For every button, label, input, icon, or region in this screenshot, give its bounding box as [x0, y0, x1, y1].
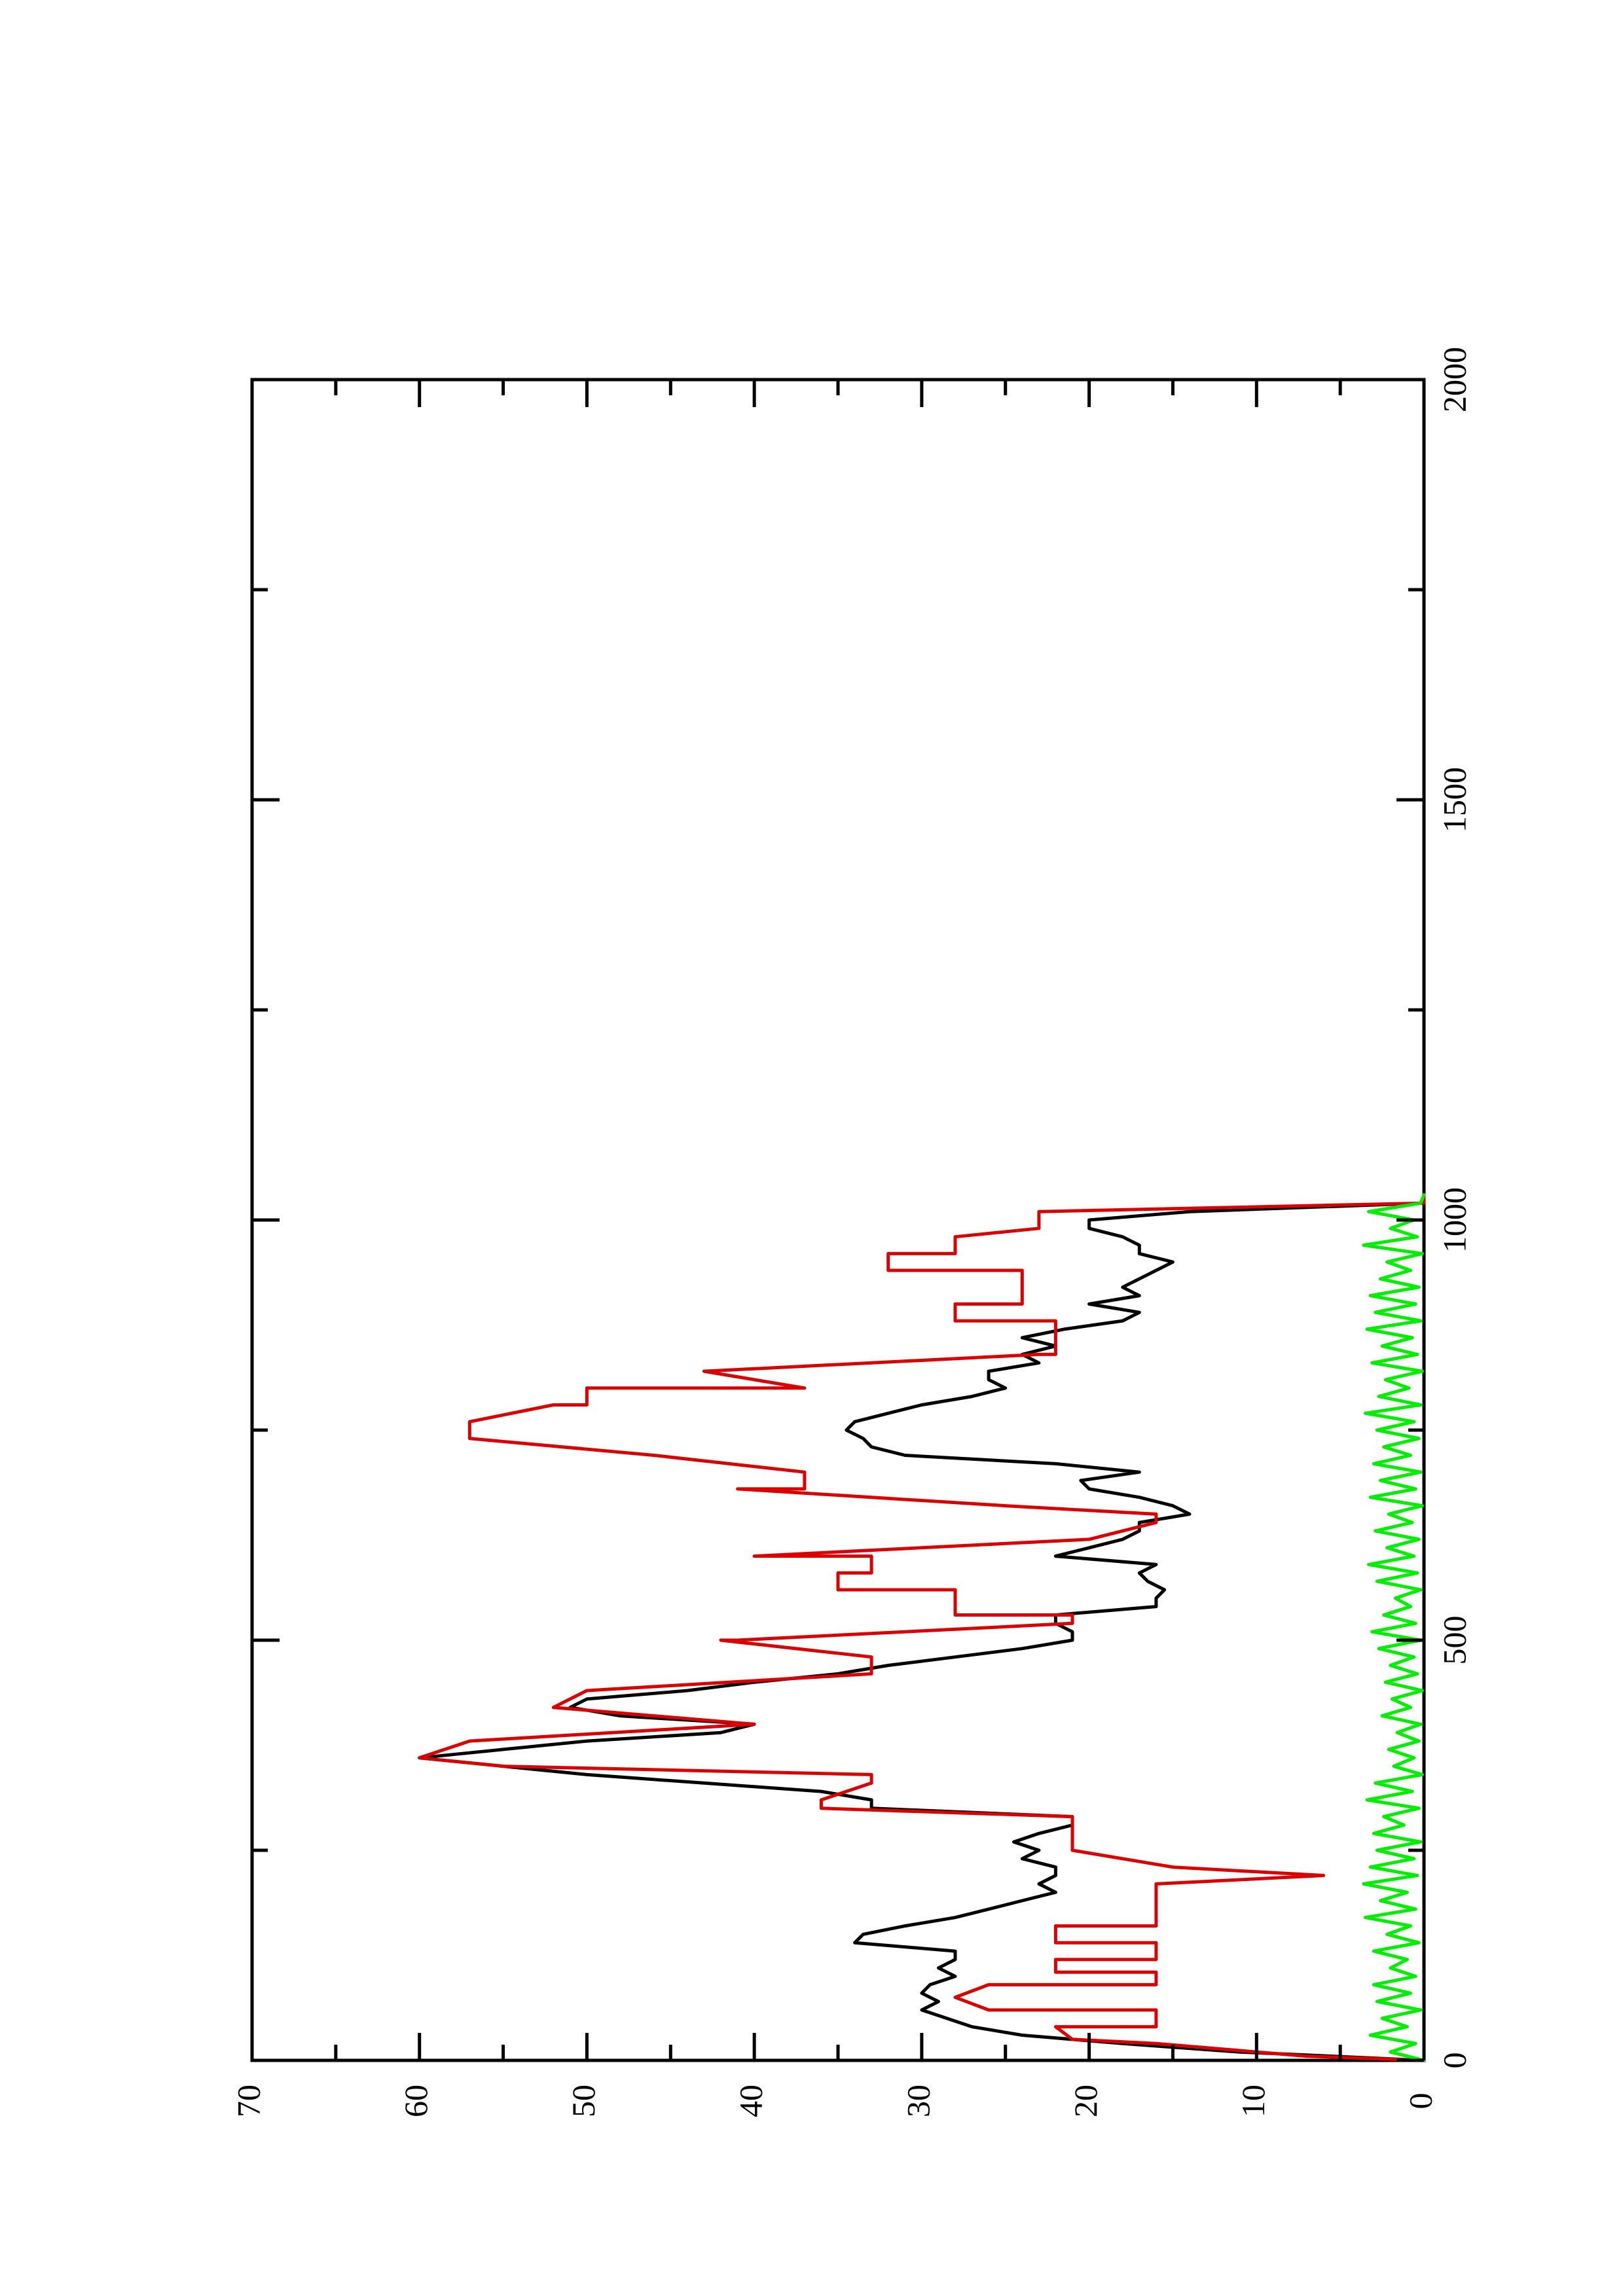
x-tick-label: 0 [1436, 2053, 1472, 2069]
series-line-3 [1362, 1193, 1426, 2062]
y-tick-label: 20 [1067, 2085, 1104, 2117]
tick-labels: 0 500 1000 1500 2000 0 10 20 30 40 50 60 70 [230, 347, 1472, 2117]
series-line-2 [418, 1193, 1426, 2062]
series-layer [418, 1193, 1426, 2062]
x-tick-label: 500 [1436, 1616, 1472, 1665]
y-tick-label: 10 [1235, 2085, 1271, 2117]
x-tick-label: 1500 [1436, 767, 1472, 833]
x-tick-label: 2000 [1436, 347, 1472, 412]
y-tick-label: 40 [733, 2085, 769, 2117]
ticks-layer [250, 378, 1426, 2062]
y-tick-label: 50 [565, 2085, 602, 2117]
y-tick-label: 0 [1402, 2093, 1438, 2109]
y-tick-label: 60 [397, 2085, 434, 2117]
x-tick-label: 1000 [1436, 1187, 1472, 1253]
y-tick-label: 70 [230, 2085, 266, 2117]
y-tick-label: 30 [900, 2085, 936, 2117]
